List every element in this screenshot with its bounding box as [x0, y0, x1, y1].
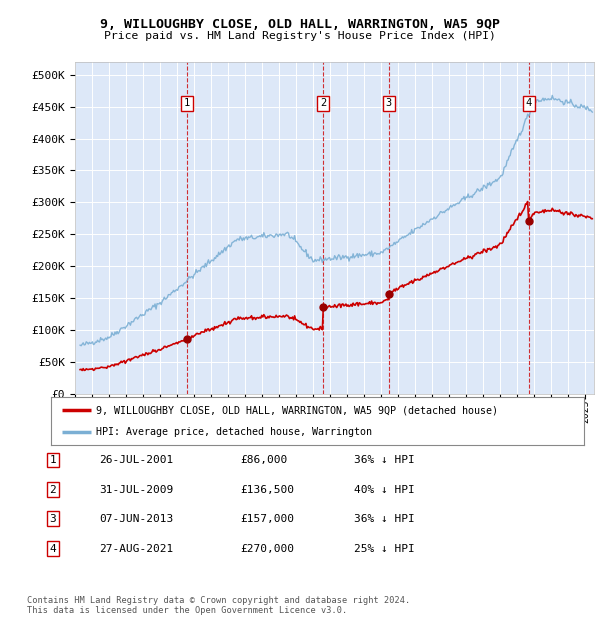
- Text: 1: 1: [184, 99, 190, 108]
- Text: 40% ↓ HPI: 40% ↓ HPI: [354, 485, 415, 495]
- Text: 36% ↓ HPI: 36% ↓ HPI: [354, 514, 415, 524]
- Text: £270,000: £270,000: [240, 544, 294, 554]
- Text: 9, WILLOUGHBY CLOSE, OLD HALL, WARRINGTON, WA5 9QP (detached house): 9, WILLOUGHBY CLOSE, OLD HALL, WARRINGTO…: [96, 405, 498, 415]
- Text: £86,000: £86,000: [240, 455, 287, 465]
- Text: 2: 2: [320, 99, 326, 108]
- Text: 36% ↓ HPI: 36% ↓ HPI: [354, 455, 415, 465]
- Text: HPI: Average price, detached house, Warrington: HPI: Average price, detached house, Warr…: [96, 427, 372, 437]
- Text: 4: 4: [49, 544, 56, 554]
- Text: 2: 2: [49, 485, 56, 495]
- Text: Price paid vs. HM Land Registry's House Price Index (HPI): Price paid vs. HM Land Registry's House …: [104, 31, 496, 41]
- Text: 26-JUL-2001: 26-JUL-2001: [99, 455, 173, 465]
- Text: 3: 3: [49, 514, 56, 524]
- Text: £157,000: £157,000: [240, 514, 294, 524]
- Text: £136,500: £136,500: [240, 485, 294, 495]
- Text: 9, WILLOUGHBY CLOSE, OLD HALL, WARRINGTON, WA5 9QP: 9, WILLOUGHBY CLOSE, OLD HALL, WARRINGTO…: [100, 19, 500, 31]
- Text: 07-JUN-2013: 07-JUN-2013: [99, 514, 173, 524]
- Text: 1: 1: [49, 455, 56, 465]
- Text: 25% ↓ HPI: 25% ↓ HPI: [354, 544, 415, 554]
- Text: Contains HM Land Registry data © Crown copyright and database right 2024.
This d: Contains HM Land Registry data © Crown c…: [27, 596, 410, 615]
- Text: 4: 4: [526, 99, 532, 108]
- Text: 31-JUL-2009: 31-JUL-2009: [99, 485, 173, 495]
- Text: 27-AUG-2021: 27-AUG-2021: [99, 544, 173, 554]
- Text: 3: 3: [386, 99, 392, 108]
